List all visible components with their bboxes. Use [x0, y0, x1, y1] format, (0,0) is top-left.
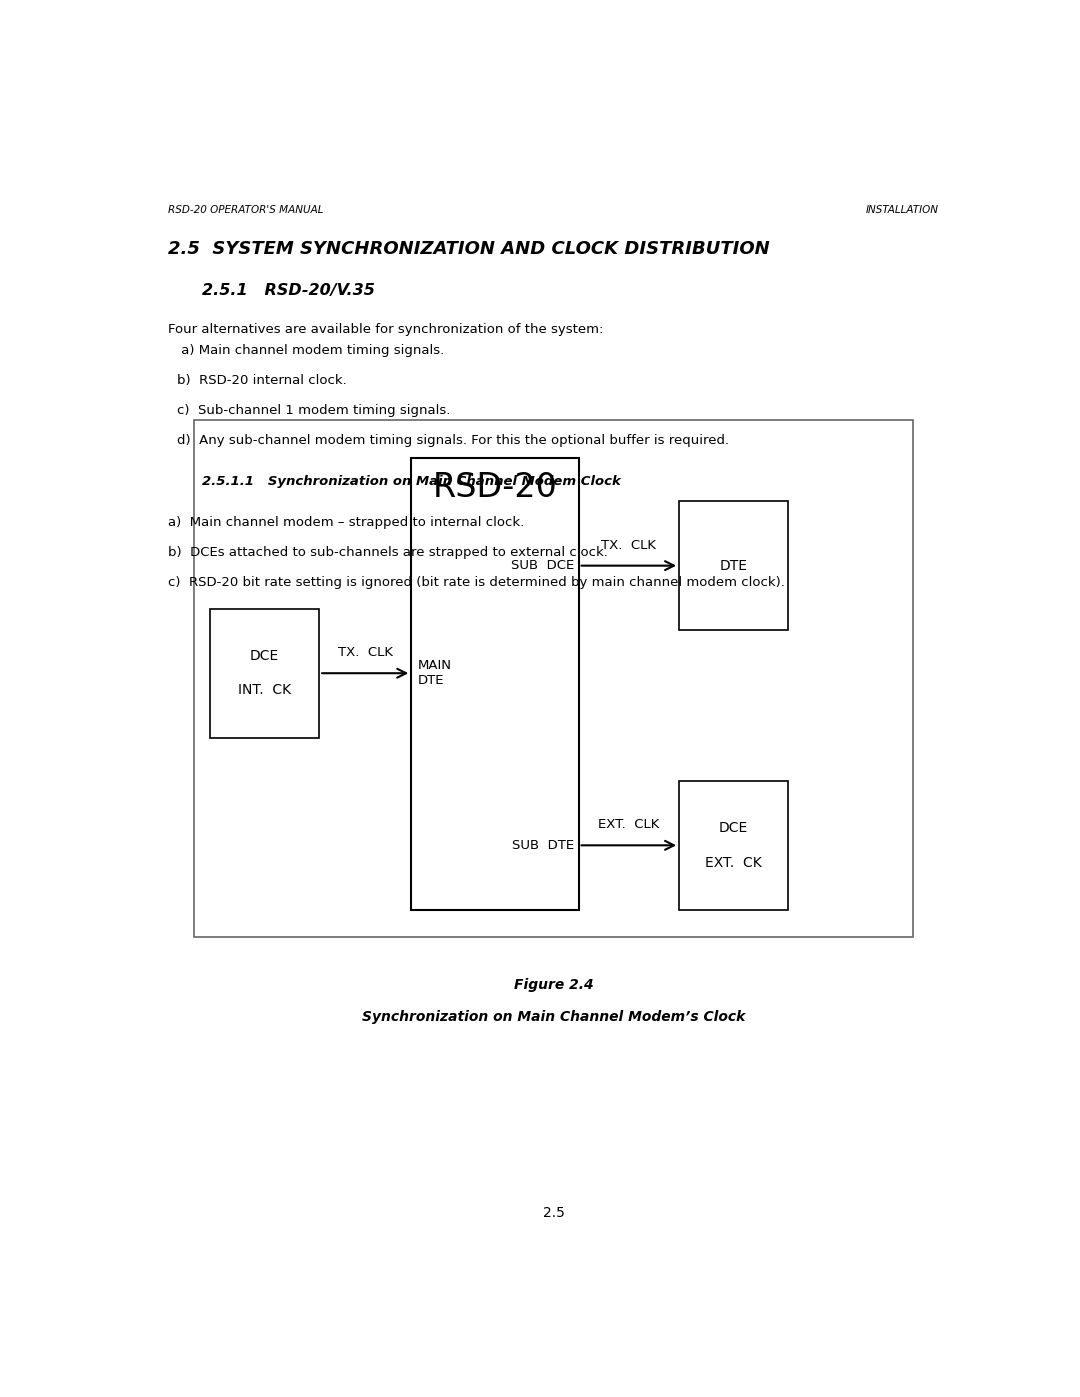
Text: 2.5  SYSTEM SYNCHRONIZATION AND CLOCK DISTRIBUTION: 2.5 SYSTEM SYNCHRONIZATION AND CLOCK DIS…	[168, 240, 770, 257]
Text: 2.5.1   RSD-20/V.35: 2.5.1 RSD-20/V.35	[202, 282, 375, 298]
Text: MAIN
DTE: MAIN DTE	[418, 659, 451, 687]
Text: EXT.  CK: EXT. CK	[705, 855, 761, 869]
Text: TX.  CLK: TX. CLK	[338, 647, 393, 659]
FancyBboxPatch shape	[411, 458, 579, 909]
Text: EXT.  CLK: EXT. CLK	[598, 819, 660, 831]
Text: RSD-20 OPERATOR'S MANUAL: RSD-20 OPERATOR'S MANUAL	[168, 205, 324, 215]
Text: INSTALLATION: INSTALLATION	[865, 205, 939, 215]
Text: a) Main channel modem timing signals.: a) Main channel modem timing signals.	[177, 344, 444, 358]
Text: 2.5: 2.5	[542, 1206, 565, 1220]
Text: b)  DCEs attached to sub-channels are strapped to external clock.: b) DCEs attached to sub-channels are str…	[168, 546, 608, 559]
FancyBboxPatch shape	[211, 609, 320, 738]
Text: d)  Any sub-channel modem timing signals. For this the optional buffer is requir: d) Any sub-channel modem timing signals.…	[177, 434, 729, 447]
Text: DCE: DCE	[719, 821, 748, 835]
Text: Four alternatives are available for synchronization of the system:: Four alternatives are available for sync…	[168, 323, 604, 335]
Text: a)  Main channel modem – strapped to internal clock.: a) Main channel modem – strapped to inte…	[168, 515, 525, 529]
Text: INT.  CK: INT. CK	[239, 683, 292, 697]
Text: RSD-20: RSD-20	[432, 471, 557, 504]
FancyBboxPatch shape	[193, 420, 914, 937]
Text: c)  RSD-20 bit rate setting is ignored (bit rate is determined by main channel m: c) RSD-20 bit rate setting is ignored (b…	[168, 577, 785, 590]
Text: DCE: DCE	[251, 650, 280, 664]
Text: b)  RSD-20 internal clock.: b) RSD-20 internal clock.	[177, 374, 347, 387]
Text: DTE: DTE	[719, 559, 747, 573]
Text: SUB  DCE: SUB DCE	[511, 559, 575, 573]
Text: 2.5.1.1   Synchronization on Main Channel Modem Clock: 2.5.1.1 Synchronization on Main Channel …	[202, 475, 621, 489]
Text: c)  Sub-channel 1 modem timing signals.: c) Sub-channel 1 modem timing signals.	[177, 404, 450, 418]
Text: TX.  CLK: TX. CLK	[602, 539, 657, 552]
Text: Figure 2.4: Figure 2.4	[514, 978, 593, 992]
FancyBboxPatch shape	[679, 502, 788, 630]
Text: SUB  DTE: SUB DTE	[512, 838, 575, 852]
Text: Synchronization on Main Channel Modem’s Clock: Synchronization on Main Channel Modem’s …	[362, 1010, 745, 1024]
FancyBboxPatch shape	[679, 781, 788, 909]
